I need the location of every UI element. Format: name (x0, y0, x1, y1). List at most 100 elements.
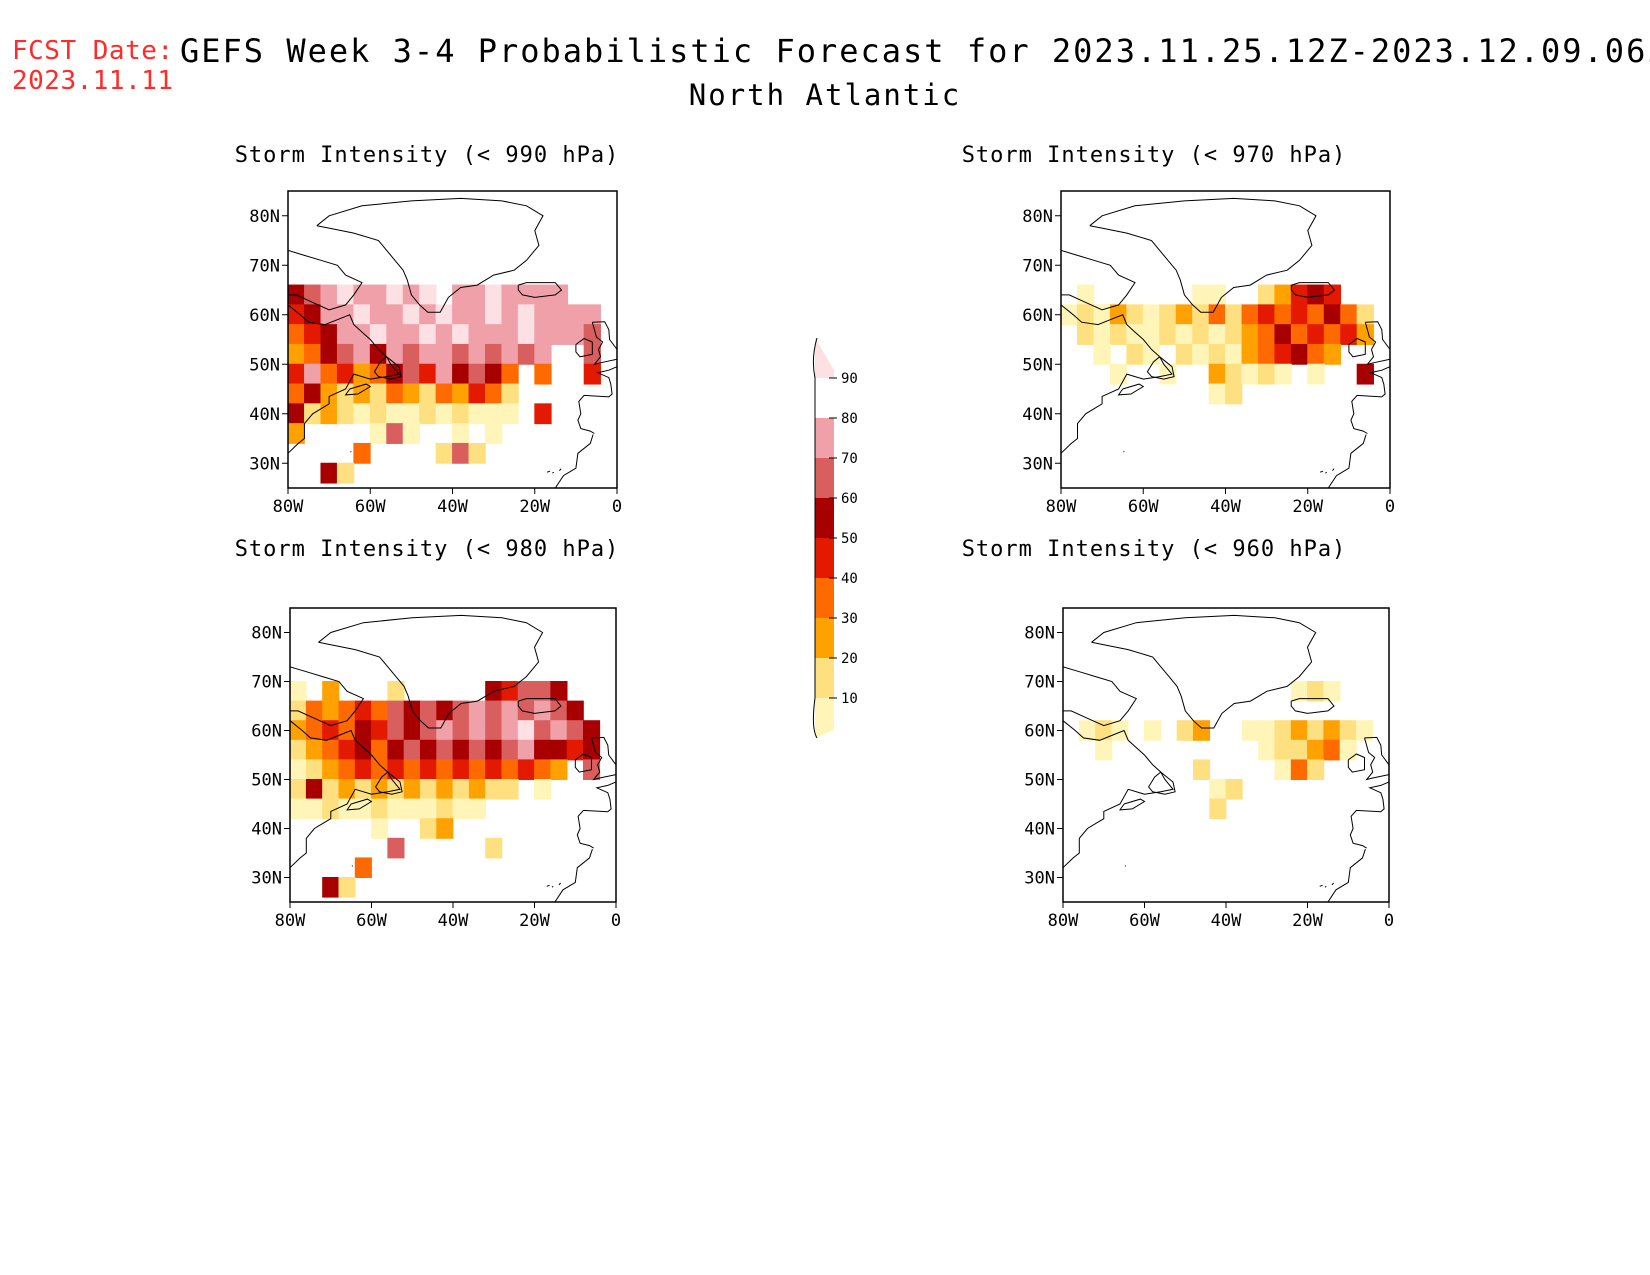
probability-cell (1307, 324, 1325, 345)
probability-cell (436, 700, 454, 722)
probability-cell (1355, 720, 1374, 741)
coastline (1091, 614, 1317, 729)
lon-tick-label: 80W (1048, 911, 1079, 931)
probability-cell (534, 304, 552, 326)
probability-cell (1192, 324, 1210, 345)
colorbar-label: 80 (841, 411, 858, 427)
probability-cell (550, 304, 569, 326)
probability-cell (452, 739, 470, 761)
probability-cell (338, 700, 356, 722)
probability-cell (402, 423, 421, 444)
probability-cell (354, 739, 372, 761)
probability-cell (452, 284, 470, 306)
probability-cell (468, 343, 486, 365)
map-panel-0: 80W 60W 40W 20W 0 80N 70N 60N 50N 40N 30N (249, 190, 622, 517)
probability-cell (336, 284, 355, 306)
lon-tick-label: 20W (1292, 497, 1323, 517)
lat-tick-label: 80N (1022, 207, 1053, 227)
probability-cell (403, 759, 421, 780)
probability-cell (353, 304, 371, 326)
probability-cell (1126, 304, 1144, 326)
coastline (1331, 882, 1334, 886)
probability-cell (387, 739, 405, 761)
probability-cell (288, 304, 305, 326)
coastline (1332, 468, 1335, 472)
probability-cell (435, 324, 453, 345)
lat-tick-label: 40N (1022, 405, 1053, 425)
probability-cell (304, 304, 322, 326)
colorbar-label: 70 (841, 451, 858, 467)
coastline (1350, 366, 1390, 434)
probability-cell (338, 877, 356, 898)
lon-tick-label: 40W (438, 911, 469, 931)
probability-cell (485, 837, 503, 859)
probability-cell (1093, 324, 1111, 345)
probability-cell (402, 363, 421, 385)
probability-cell (436, 798, 454, 820)
panel-title-990: Storm Intensity (< 990 hPa) (234, 143, 620, 168)
colorbar-segment (815, 658, 834, 698)
probability-cell (322, 739, 340, 761)
probability-cell (354, 759, 372, 780)
coastline (1146, 356, 1175, 380)
probability-cell (1323, 720, 1341, 741)
probability-cell (386, 403, 404, 425)
probability-cell (419, 324, 437, 345)
probability-cell (517, 681, 535, 702)
probability-cell (1307, 363, 1325, 385)
probability-cell (338, 779, 356, 800)
probability-cell (501, 759, 519, 780)
colorbar-segment (815, 498, 834, 538)
colorbar-label: 10 (841, 691, 858, 707)
probability-cell (1340, 304, 1358, 326)
probability-cell (534, 739, 552, 761)
probability-cell (1208, 343, 1226, 365)
probability-cell (582, 720, 601, 741)
map-panel-3: 80W 60W 40W 20W 0 80N 70N 60N 50N 40N 30N (1024, 607, 1394, 931)
probability-cell (1339, 720, 1357, 741)
probability-cell (1109, 363, 1128, 385)
probability-cell (1241, 324, 1259, 345)
probability-cell (501, 779, 519, 800)
coastline (351, 865, 354, 867)
probability-cell (369, 403, 388, 425)
probability-cell (1175, 304, 1194, 326)
probability-cell (534, 720, 552, 741)
probability-cell (583, 363, 601, 385)
probability-cell (468, 284, 486, 306)
probability-cell (501, 739, 519, 761)
probability-cell (1077, 324, 1095, 345)
probability-cell (402, 383, 421, 405)
probability-cell (1257, 363, 1276, 385)
probability-cell (484, 284, 503, 306)
probability-cell (534, 343, 552, 365)
probability-cell (419, 284, 437, 306)
probability-cell (484, 383, 503, 405)
probability-cell (1323, 284, 1342, 306)
probability-cell (468, 363, 486, 385)
coastlines (1061, 197, 1390, 488)
coastline (1123, 450, 1125, 453)
probability-cell (1126, 343, 1144, 365)
probability-cell (338, 720, 356, 741)
probability-cell (1290, 759, 1308, 780)
probability-cell (1323, 304, 1342, 326)
probability-cell (369, 304, 388, 326)
probability-cell (336, 324, 355, 345)
probability-cell (290, 720, 307, 741)
lat-tick-label: 70N (1022, 256, 1053, 276)
coastline (1147, 771, 1176, 795)
probability-cell (517, 304, 536, 326)
coastline (373, 356, 402, 380)
probability-cell (320, 343, 338, 365)
probability-cell (468, 759, 487, 780)
probability-cell (1290, 739, 1308, 761)
probability-cell (353, 343, 371, 365)
probability-cell (290, 759, 307, 780)
probability-cell (1307, 739, 1325, 761)
probability-cell (452, 423, 470, 444)
lon-tick-label: 40W (1210, 497, 1241, 517)
coastline (1348, 337, 1366, 358)
colorbar-segment (815, 418, 834, 458)
